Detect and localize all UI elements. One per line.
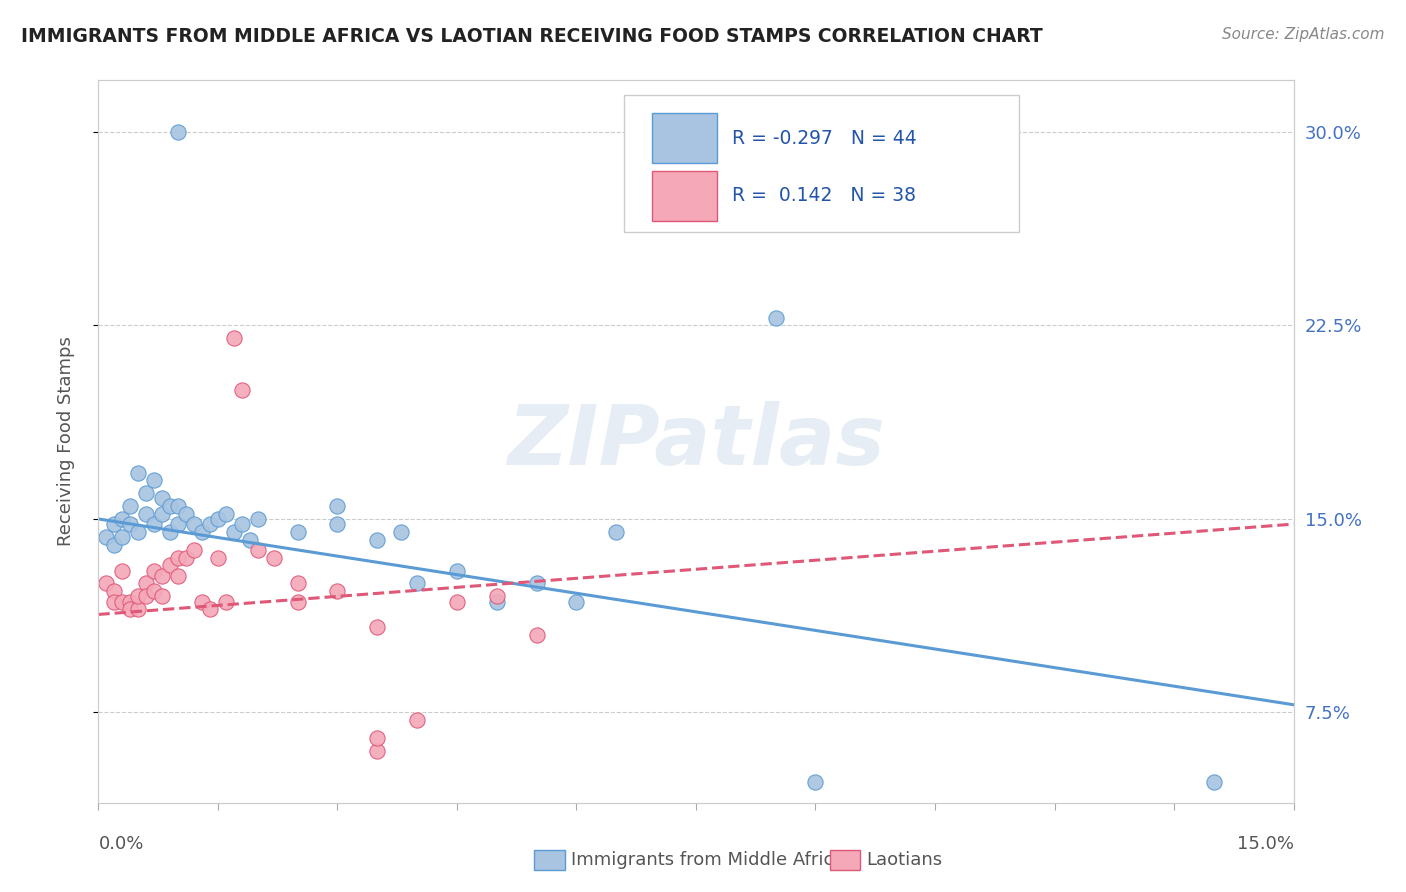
Point	[167, 499, 190, 513]
Point	[120, 517, 142, 532]
Point	[103, 517, 125, 532]
Point	[406, 576, 429, 591]
Point	[120, 602, 142, 616]
Point	[111, 594, 134, 608]
Point	[406, 713, 429, 727]
Point	[143, 564, 166, 578]
FancyBboxPatch shape	[652, 170, 717, 221]
Point	[159, 558, 181, 573]
Point	[143, 517, 166, 532]
Point	[239, 533, 262, 547]
Point	[135, 576, 157, 591]
Point	[198, 602, 221, 616]
Point	[389, 524, 412, 539]
Point	[96, 576, 118, 591]
Point	[127, 602, 149, 616]
Point	[120, 594, 142, 608]
Point	[326, 584, 349, 599]
Point	[120, 499, 142, 513]
Point	[167, 517, 190, 532]
Text: 0.0%: 0.0%	[98, 835, 143, 854]
Point	[135, 507, 157, 521]
Point	[159, 524, 181, 539]
Point	[231, 383, 253, 397]
Point	[207, 512, 229, 526]
Point	[215, 594, 238, 608]
Point	[326, 499, 349, 513]
Point	[135, 590, 157, 604]
Point	[167, 568, 190, 582]
Point	[326, 517, 349, 532]
Text: IMMIGRANTS FROM MIDDLE AFRICA VS LAOTIAN RECEIVING FOOD STAMPS CORRELATION CHART: IMMIGRANTS FROM MIDDLE AFRICA VS LAOTIAN…	[21, 27, 1043, 45]
Point	[287, 524, 309, 539]
Point	[804, 775, 827, 789]
Point	[1202, 775, 1225, 789]
Point	[143, 584, 166, 599]
Point	[127, 524, 149, 539]
Point	[526, 576, 548, 591]
FancyBboxPatch shape	[624, 95, 1019, 232]
Text: Laotians: Laotians	[866, 851, 942, 869]
Point	[191, 524, 214, 539]
Text: R =  0.142   N = 38: R = 0.142 N = 38	[733, 186, 915, 205]
Point	[111, 530, 134, 544]
Point	[103, 584, 125, 599]
Point	[143, 473, 166, 487]
Point	[103, 538, 125, 552]
Point	[127, 466, 149, 480]
Point	[96, 530, 118, 544]
Point	[167, 125, 190, 139]
Point	[366, 533, 388, 547]
FancyBboxPatch shape	[652, 112, 717, 163]
Text: R = -0.297   N = 44: R = -0.297 N = 44	[733, 128, 917, 147]
Point	[111, 564, 134, 578]
Text: ZIPatlas: ZIPatlas	[508, 401, 884, 482]
Point	[174, 507, 197, 521]
Point	[366, 620, 388, 634]
Point	[485, 594, 508, 608]
Point	[159, 499, 181, 513]
Point	[198, 517, 221, 532]
Point	[167, 550, 190, 565]
Point	[366, 731, 388, 746]
Point	[127, 590, 149, 604]
Point	[366, 744, 388, 758]
Point	[222, 524, 245, 539]
Point	[150, 491, 173, 506]
Point	[103, 594, 125, 608]
Point	[287, 594, 309, 608]
Point	[207, 550, 229, 565]
Point	[222, 331, 245, 345]
Point	[174, 550, 197, 565]
Point	[183, 542, 205, 557]
Point	[263, 550, 285, 565]
Point	[446, 594, 468, 608]
Point	[446, 564, 468, 578]
Point	[215, 507, 238, 521]
Point	[246, 512, 269, 526]
Point	[191, 594, 214, 608]
Point	[231, 517, 253, 532]
Point	[485, 590, 508, 604]
Point	[605, 524, 627, 539]
Point	[565, 594, 588, 608]
Text: Source: ZipAtlas.com: Source: ZipAtlas.com	[1222, 27, 1385, 42]
Point	[150, 590, 173, 604]
Text: 15.0%: 15.0%	[1236, 835, 1294, 854]
Point	[246, 542, 269, 557]
Point	[150, 507, 173, 521]
Point	[183, 517, 205, 532]
Y-axis label: Receiving Food Stamps: Receiving Food Stamps	[56, 336, 75, 547]
Point	[111, 512, 134, 526]
Point	[135, 486, 157, 500]
Text: Immigrants from Middle Africa: Immigrants from Middle Africa	[571, 851, 845, 869]
Point	[765, 310, 787, 325]
Point	[287, 576, 309, 591]
Point	[150, 568, 173, 582]
Point	[526, 628, 548, 642]
